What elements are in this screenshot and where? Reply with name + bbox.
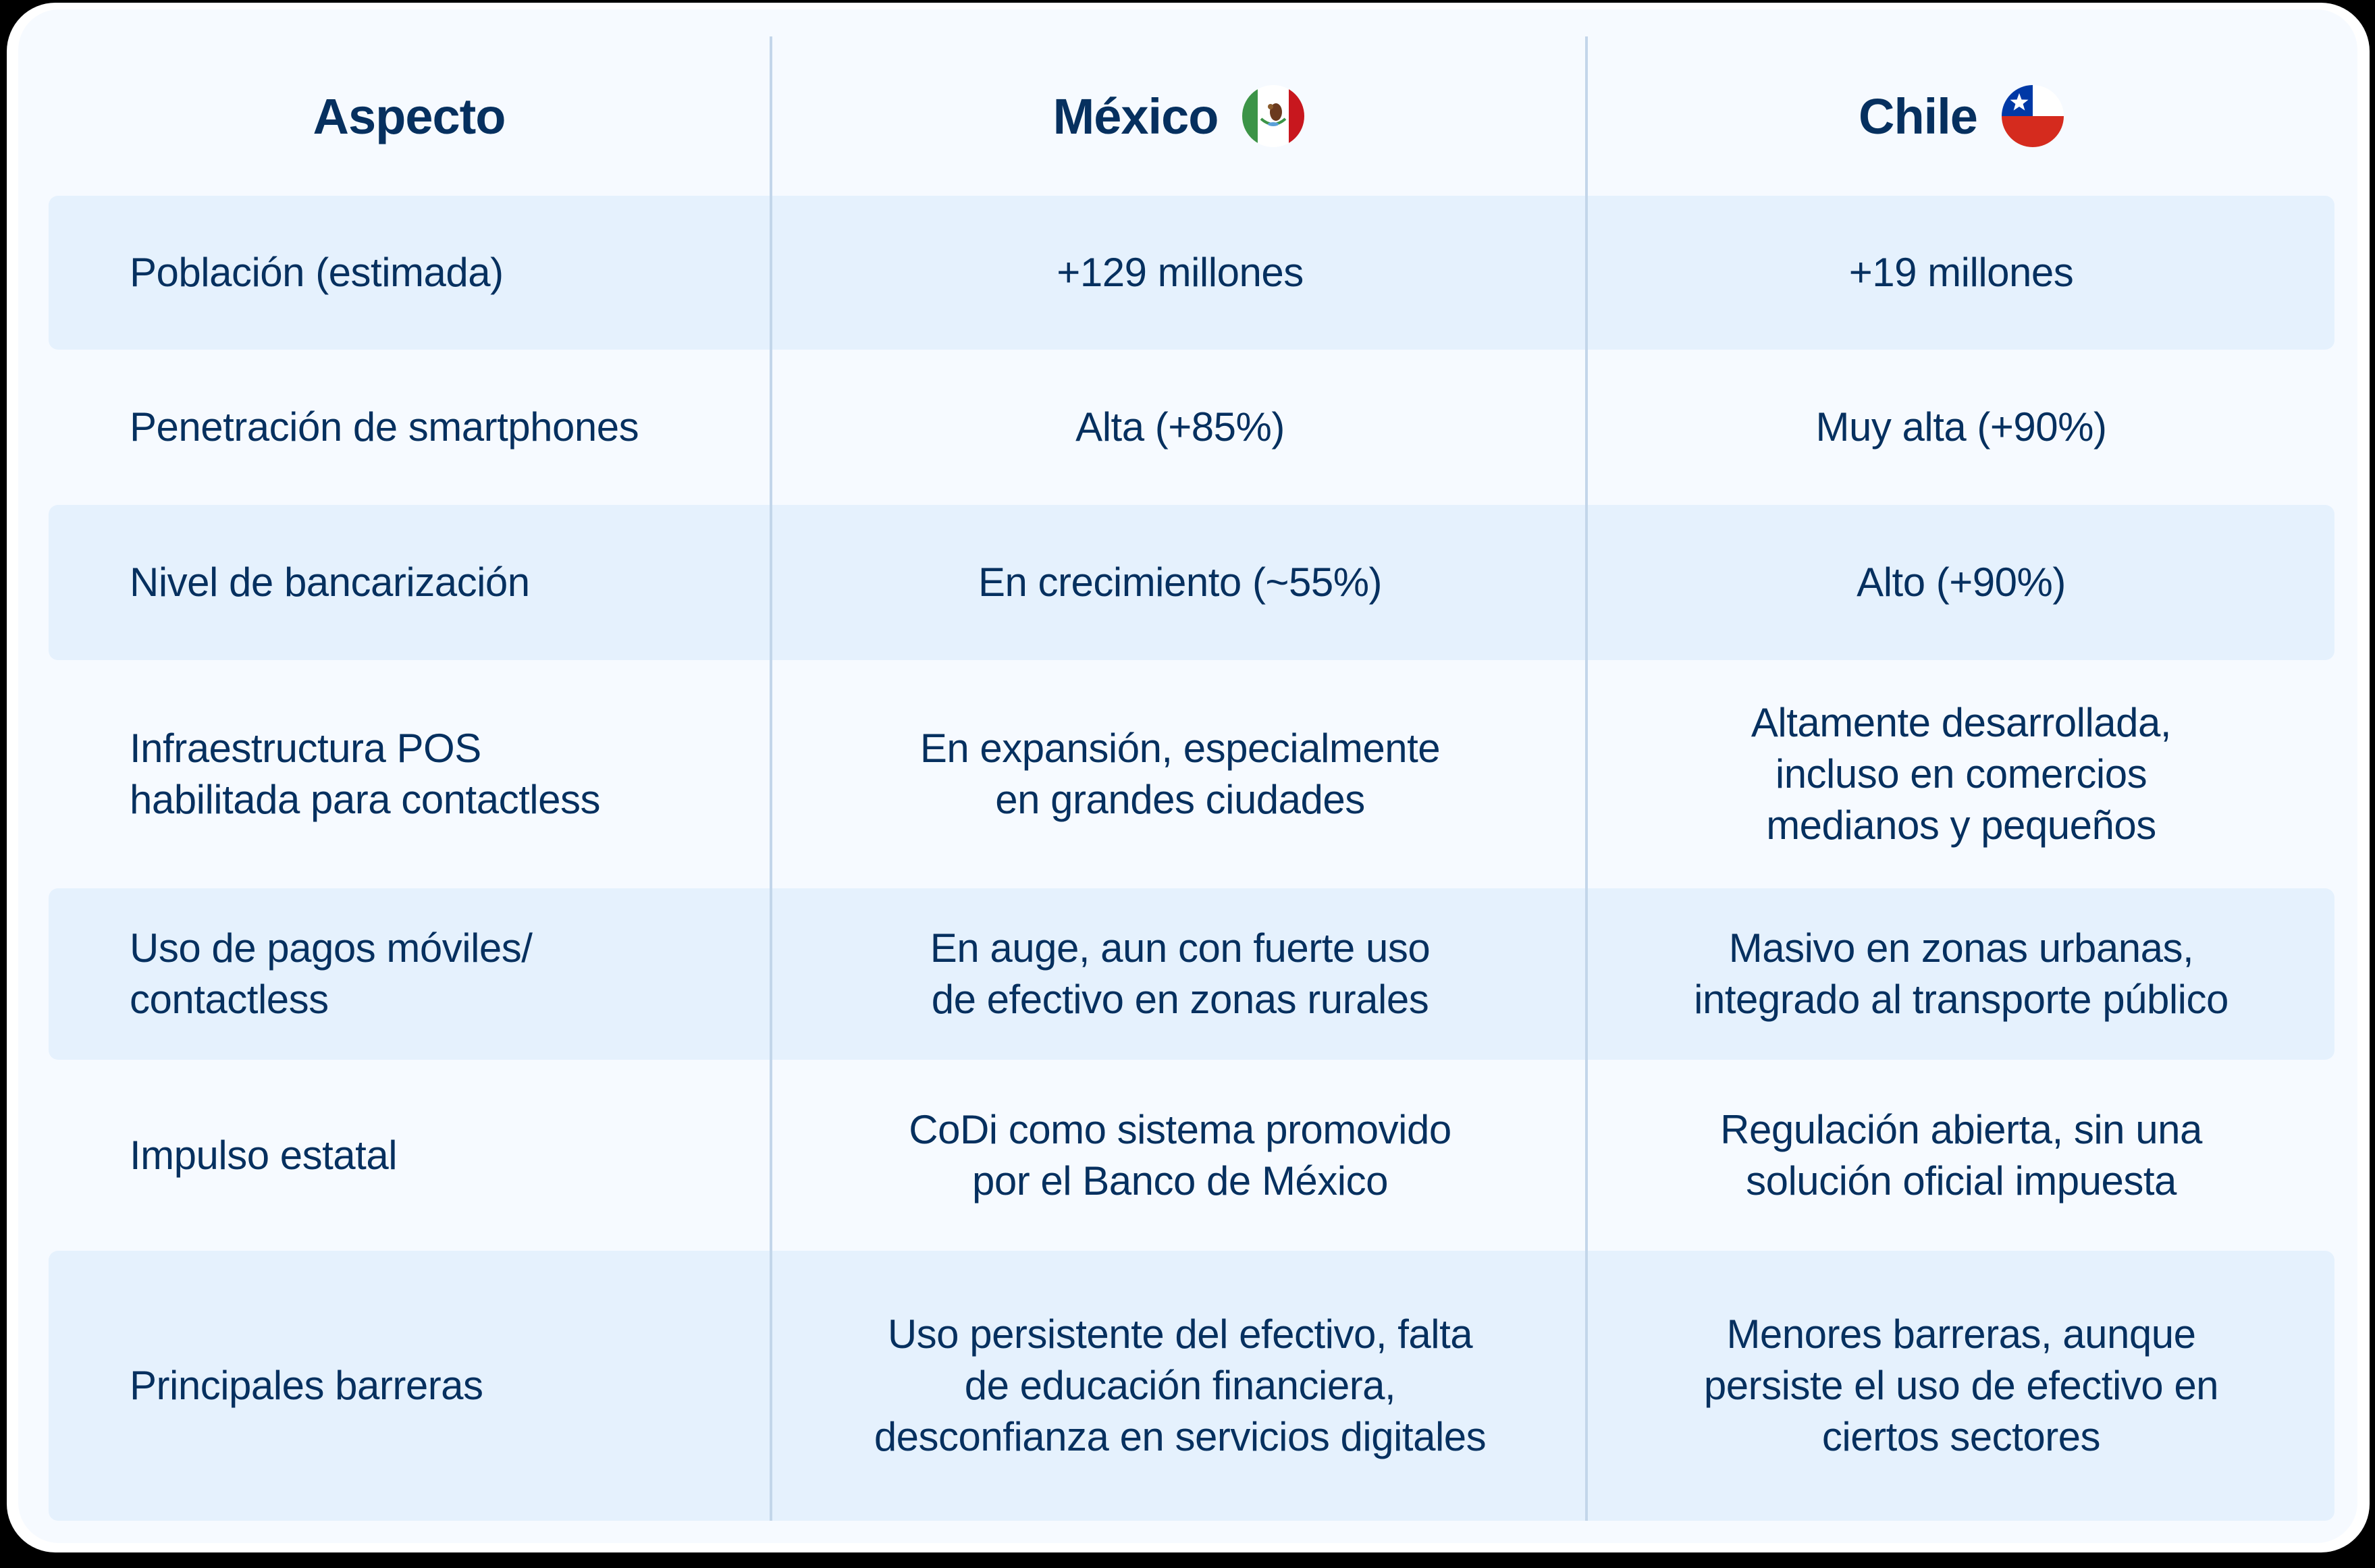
table-row: Impulso estatal CoDi como sistema promov… <box>49 1060 2334 1251</box>
aspect-cell: Uso de pagos móviles/ contactless <box>130 925 533 1022</box>
aspect-cell: Penetración de smartphones <box>130 404 639 450</box>
header-mexico-label: México <box>1052 88 1219 144</box>
aspect-cell: Población (estimada) <box>130 250 504 295</box>
mexico-cell: CoDi como sistema promovido por el Banco… <box>909 1106 1451 1204</box>
chile-flag-icon <box>2001 85 2064 147</box>
mexico-cell: Alta (+85%) <box>1075 404 1285 450</box>
mexico-cell: +129 millones <box>1057 250 1304 295</box>
table-row: Penetración de smartphones Alta (+85%) M… <box>49 350 2334 505</box>
table-row: Uso de pagos móviles/ contactless En aug… <box>49 888 2334 1060</box>
aspect-cell: Principales barreras <box>130 1363 483 1408</box>
chile-cell: Masivo en zonas urbanas, integrado al tr… <box>1694 925 2229 1022</box>
header-aspect: Aspecto <box>49 36 770 196</box>
chile-cell: Altamente desarrollada, incluso en comer… <box>1751 700 2172 848</box>
chile-cell: Alto (+90%) <box>1857 560 2066 605</box>
header-mexico: México <box>772 36 1585 196</box>
mexico-cell: En auge, aun con fuerte uso de efectivo … <box>930 925 1431 1022</box>
header-chile-label: Chile <box>1859 88 1978 144</box>
mexico-cell: Uso persistente del efectivo, falta de e… <box>874 1312 1487 1459</box>
table-row: Principales barreras Uso persistente del… <box>49 1251 2334 1521</box>
aspect-cell: Impulso estatal <box>130 1132 398 1178</box>
mexico-cell: En expansión, especialmente en grandes c… <box>919 726 1441 822</box>
chile-cell: Menores barreras, aunque persiste el uso… <box>1703 1312 2219 1459</box>
mexico-cell: En crecimiento (~55%) <box>978 560 1383 605</box>
table-row: Población (estimada) +129 millones +19 m… <box>49 196 2334 350</box>
table-row: Nivel de bancarización En crecimiento (~… <box>49 505 2334 660</box>
aspect-cell: Nivel de bancarización <box>130 560 530 605</box>
column-divider <box>770 36 772 1521</box>
mexico-flag-icon <box>1242 85 1305 147</box>
header-chile: Chile <box>1588 36 2334 196</box>
chile-cell: +19 millones <box>1848 250 2074 295</box>
column-divider <box>1585 36 1588 1521</box>
table-header: Aspecto México Chile <box>49 36 2334 196</box>
table-row: Infraestructura POS habilitada para cont… <box>49 660 2334 888</box>
header-aspect-label: Aspecto <box>313 88 506 144</box>
chile-cell: Regulación abierta, sin una solución ofi… <box>1720 1106 2202 1204</box>
comparison-table: Población (estimada) +129 millones +19 m… <box>49 36 2334 1521</box>
chile-cell: Muy alta (+90%) <box>1815 404 2107 450</box>
aspect-cell: Infraestructura POS habilitada para cont… <box>130 726 600 822</box>
